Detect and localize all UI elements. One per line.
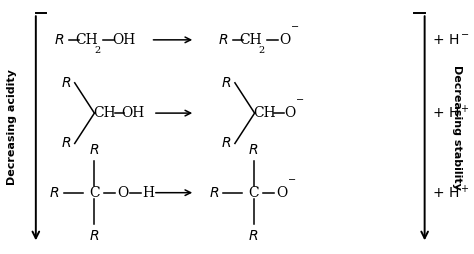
- Text: O: O: [279, 33, 291, 47]
- Text: Decreasing stability: Decreasing stability: [452, 65, 463, 189]
- Text: CH: CH: [239, 33, 262, 47]
- Text: $R$: $R$: [248, 143, 259, 157]
- Text: Decreasing acidity: Decreasing acidity: [8, 69, 18, 185]
- Text: $R$: $R$: [89, 229, 100, 243]
- Text: CH: CH: [93, 106, 116, 120]
- Text: −: −: [291, 23, 299, 32]
- Text: $R$: $R$: [221, 76, 232, 90]
- Text: CH: CH: [253, 106, 276, 120]
- Text: C: C: [89, 186, 100, 200]
- Text: $+\ \mathrm{H}^-$: $+\ \mathrm{H}^-$: [431, 33, 469, 47]
- Text: O: O: [117, 186, 128, 200]
- Text: 2: 2: [258, 46, 264, 55]
- Text: O: O: [284, 106, 296, 120]
- Text: $R$: $R$: [61, 76, 72, 90]
- Text: −: −: [295, 97, 304, 105]
- Text: OH: OH: [121, 106, 145, 120]
- Text: $+\ \mathrm{H}^+$: $+\ \mathrm{H}^+$: [432, 104, 469, 122]
- Text: $R$: $R$: [61, 136, 72, 150]
- Text: $R$: $R$: [54, 33, 64, 47]
- Text: CH: CH: [75, 33, 98, 47]
- Text: OH: OH: [112, 33, 136, 47]
- Text: $R$: $R$: [221, 136, 232, 150]
- Text: $R$: $R$: [209, 186, 219, 200]
- Text: $R$: $R$: [248, 229, 259, 243]
- Text: $R$: $R$: [89, 143, 100, 157]
- Text: $R$: $R$: [49, 186, 60, 200]
- Text: O: O: [276, 186, 287, 200]
- Text: 2: 2: [94, 46, 100, 55]
- Text: $+\ \mathrm{H}^+$: $+\ \mathrm{H}^+$: [432, 184, 469, 201]
- Text: C: C: [248, 186, 259, 200]
- Text: $R$: $R$: [218, 33, 228, 47]
- Text: −: −: [289, 176, 297, 185]
- Text: H: H: [143, 186, 155, 200]
